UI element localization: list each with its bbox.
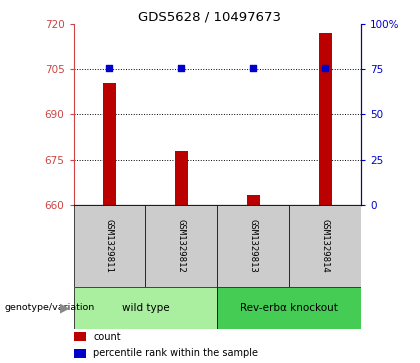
Text: GSM1329811: GSM1329811 [105, 219, 114, 273]
Text: GSM1329812: GSM1329812 [177, 219, 186, 273]
Bar [145, 205, 218, 287]
Text: percentile rank within the sample: percentile rank within the sample [93, 348, 258, 358]
Point [106, 65, 113, 71]
Bar [175, 151, 188, 205]
Text: GDS5628 / 10497673: GDS5628 / 10497673 [139, 10, 281, 23]
Text: wild type: wild type [122, 303, 169, 313]
Bar [74, 332, 86, 341]
Text: genotype/variation: genotype/variation [4, 303, 94, 312]
Text: GSM1329813: GSM1329813 [249, 219, 258, 273]
Bar [74, 349, 86, 358]
Point [322, 65, 328, 71]
Bar [319, 33, 332, 205]
Bar [218, 205, 289, 287]
Text: GSM1329814: GSM1329814 [321, 219, 330, 273]
Point [178, 65, 185, 71]
Text: ▶: ▶ [60, 301, 69, 314]
Text: Rev-erbα knockout: Rev-erbα knockout [240, 303, 338, 313]
Bar [218, 287, 361, 329]
Bar [289, 205, 361, 287]
Bar [247, 195, 260, 205]
Point [250, 65, 257, 71]
Bar [74, 205, 145, 287]
Bar [103, 82, 116, 205]
Text: count: count [93, 331, 121, 342]
Bar [74, 287, 218, 329]
